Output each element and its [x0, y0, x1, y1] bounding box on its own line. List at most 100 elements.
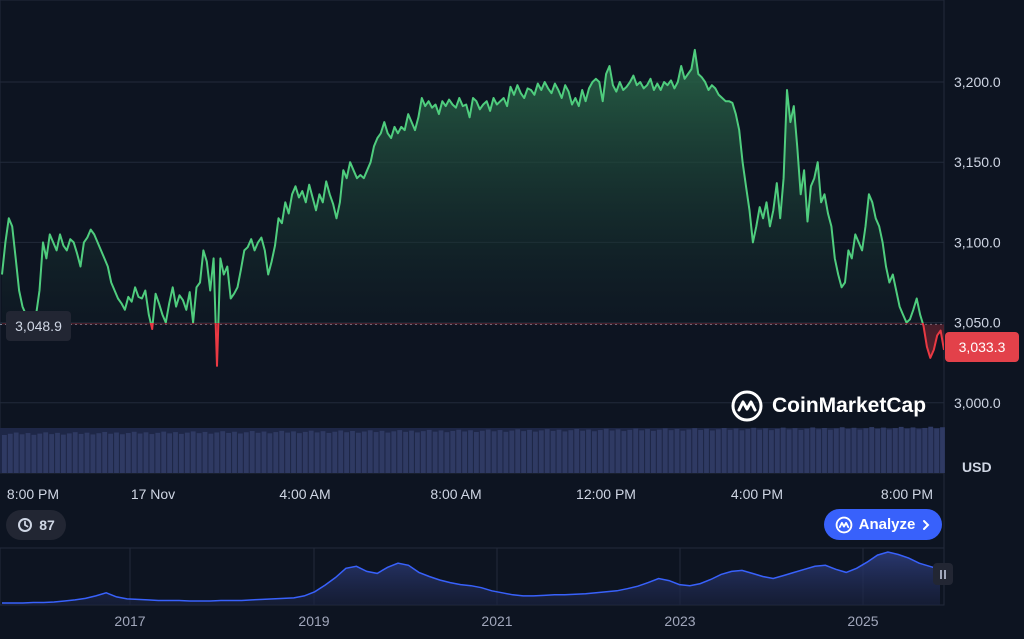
volume-bar — [367, 430, 373, 473]
volume-bar — [90, 434, 96, 473]
volume-bar — [267, 433, 273, 473]
volume-bar — [763, 428, 768, 473]
volume-bar — [668, 430, 674, 473]
y-tick-label: 3,050.0 — [954, 315, 1001, 331]
volume-bar — [438, 430, 444, 473]
volume-bar — [586, 429, 591, 473]
volume-bar — [810, 427, 816, 473]
volume-bar — [509, 430, 515, 473]
volume-bar — [84, 432, 90, 473]
volume-bars — [0, 426, 945, 473]
volume-bar — [2, 435, 7, 473]
volume-bar — [43, 432, 49, 473]
start-price-badge: 3,048.9 — [6, 311, 71, 341]
volume-bar — [125, 433, 131, 473]
volume-bar — [426, 429, 432, 473]
y-tick-label: 3,100.0 — [954, 234, 1001, 250]
volume-bar — [922, 427, 928, 473]
navigator-tick-label: 2021 — [481, 613, 512, 629]
volume-bar — [238, 433, 243, 473]
volume-bar — [13, 432, 19, 473]
volume-bar — [226, 432, 231, 473]
volume-bar — [928, 426, 934, 473]
volume-bar — [61, 434, 66, 473]
volume-bar — [96, 433, 102, 473]
navigator[interactable] — [0, 547, 945, 606]
volume-bar — [627, 429, 633, 473]
navigator-tick-label: 2025 — [847, 613, 878, 629]
volume-bar — [769, 430, 774, 473]
y-tick-label: 3,150.0 — [954, 154, 1001, 170]
volume-bar — [751, 427, 757, 473]
volume-bar — [845, 429, 851, 473]
volume-bar — [645, 429, 650, 473]
volume-bar — [361, 431, 367, 473]
volume-bar — [727, 429, 733, 473]
volume-bar — [715, 429, 721, 473]
volume-bar — [533, 431, 538, 473]
volume-bar — [356, 432, 361, 473]
volume-bar — [243, 432, 249, 473]
volume-bar — [131, 431, 137, 473]
volume-bar — [479, 430, 485, 473]
volume-bar — [597, 430, 603, 473]
x-tick-label: 8:00 AM — [430, 486, 481, 502]
volume-bar — [774, 428, 780, 473]
volume-bar — [710, 430, 715, 473]
volume-bar — [66, 433, 72, 473]
cmc-logo-icon — [835, 516, 852, 533]
volume-bar — [214, 432, 220, 473]
volume-bar — [468, 430, 473, 473]
x-tick-label: 17 Nov — [131, 486, 175, 502]
volume-bar — [521, 431, 526, 473]
pause-button[interactable] — [933, 563, 953, 585]
volume-bar — [167, 433, 172, 473]
volume-bar — [202, 431, 208, 473]
volume-bar — [220, 431, 226, 473]
volume-bar — [308, 430, 314, 473]
volume-bar — [344, 432, 349, 473]
volume-bar — [497, 430, 503, 473]
volume-bar — [403, 431, 408, 473]
volume-bar — [875, 428, 880, 473]
volume-bar — [397, 430, 403, 473]
volume-bar — [143, 432, 149, 473]
navigator-line — [2, 551, 941, 604]
volume-bar — [562, 431, 568, 473]
volume-bar — [798, 429, 804, 473]
y-tick-label: 3,200.0 — [954, 74, 1001, 90]
navigator-tick-label: 2019 — [298, 613, 329, 629]
volume-bar — [137, 433, 143, 473]
volume-bar — [633, 428, 639, 473]
price-line-up — [1, 48, 924, 323]
volume-bar — [450, 430, 456, 473]
history-count: 87 — [39, 517, 55, 533]
volume-bar — [833, 428, 839, 473]
analyze-button[interactable]: Analyze — [824, 509, 942, 540]
volume-bar — [857, 429, 863, 473]
volume-bar — [285, 432, 290, 473]
volume-bar — [49, 434, 54, 473]
volume-bar — [544, 429, 550, 473]
volume-bar — [615, 429, 621, 473]
volume-bar — [114, 432, 119, 473]
volume-bar — [639, 430, 644, 473]
volume-bar — [55, 432, 60, 473]
volume-bar — [934, 428, 939, 473]
volume-bar — [161, 431, 167, 473]
volume-bar — [662, 428, 668, 473]
volume-bar — [869, 427, 875, 473]
volume-bar — [916, 429, 922, 473]
history-button[interactable]: 87 — [6, 510, 66, 540]
volume-bar — [515, 429, 521, 473]
volume-bar — [291, 431, 296, 473]
analyze-label: Analyze — [858, 516, 916, 533]
volume-bar — [297, 433, 302, 473]
volume-bar — [261, 431, 267, 473]
volume-bar — [786, 429, 792, 473]
x-axis: 8:00 PM 17 Nov 4:00 AM 8:00 AM 12:00 PM 4:00 … — [7, 486, 933, 502]
volume-bar — [120, 434, 125, 473]
volume-bar — [651, 430, 656, 473]
x-tick-label: 12:00 PM — [576, 486, 636, 502]
